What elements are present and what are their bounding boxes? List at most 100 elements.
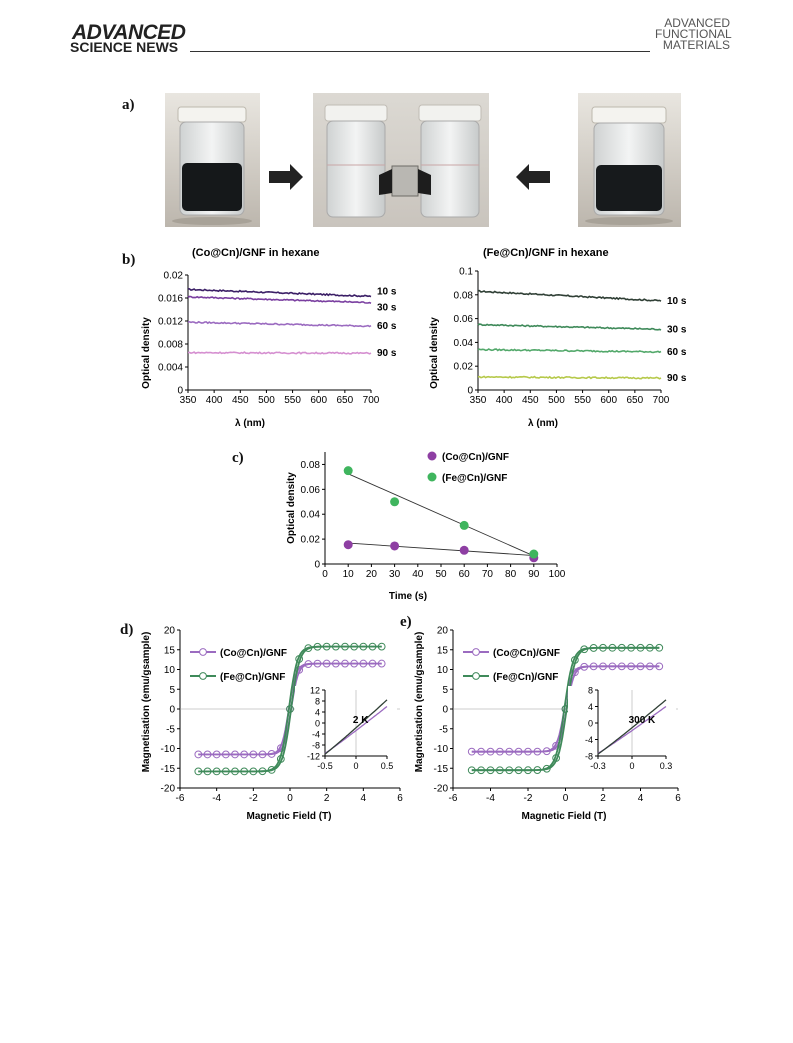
chart-title: (Co@Cn)/GNF in hexane — [192, 247, 319, 259]
plot-area: 0 0.02 0.04 0.06 0.08 0 10 20 30 40 50 60 70 80 90 100 (… — [301, 451, 566, 580]
y-tick-label: 8 — [315, 697, 320, 707]
x-tick-label: 0 — [322, 569, 328, 580]
data-point — [552, 741, 561, 750]
y-axis-label: Magnetisation (emu/gsample) — [414, 632, 425, 773]
x-tick-label: 350 — [180, 395, 197, 406]
y-tick-label: 0.02 — [301, 535, 321, 546]
data-point — [231, 767, 239, 776]
data-point — [505, 747, 514, 756]
x-tick-label: -0.5 — [317, 761, 333, 771]
data-point — [240, 767, 249, 776]
x-tick-label: 500 — [258, 395, 275, 406]
legend-marker — [427, 472, 437, 482]
y-tick-label: 8 — [588, 686, 593, 696]
y-tick-label: 20 — [164, 626, 176, 637]
data-point — [231, 750, 239, 759]
y-tick-label: -5 — [166, 724, 175, 735]
data-point — [636, 643, 645, 652]
data-point — [343, 466, 353, 476]
x-tick-label: 40 — [412, 569, 424, 580]
panel-label-c: c) — [232, 450, 244, 466]
x-tick-label: -0.3 — [590, 761, 606, 771]
x-tick-label: 6 — [397, 793, 403, 804]
y-tick-label: 0 — [467, 386, 473, 397]
data-point — [655, 662, 664, 671]
inset-plot: -8 -4 0 4 8 -0.3 0 0.3 300 K — [568, 686, 676, 774]
journal-logo-advanced: ADVANCED — [72, 21, 186, 44]
y-tick-label: -20 — [161, 784, 176, 795]
data-point — [459, 520, 469, 530]
data-point — [655, 643, 664, 652]
data-point — [617, 662, 626, 671]
data-point — [359, 642, 368, 651]
data-point — [486, 747, 495, 756]
data-point — [203, 750, 212, 759]
y-tick-label: 15 — [164, 645, 176, 656]
x-tick-label: 100 — [549, 569, 566, 580]
data-point — [322, 642, 331, 651]
data-point — [276, 755, 285, 763]
data-point — [343, 540, 353, 550]
x-axis-label: λ (nm) — [235, 418, 265, 429]
data-point — [377, 642, 386, 651]
data-point — [467, 766, 476, 775]
chart-c: Optical density Time (s) 0 0.02 0.04 0.06 0.… — [286, 451, 566, 602]
y-tick-label: 0.08 — [301, 460, 321, 471]
y-tick-label: 0.008 — [158, 340, 183, 351]
x-tick-label: 70 — [482, 569, 494, 580]
series-line — [477, 348, 662, 354]
data-point — [477, 766, 486, 775]
y-tick-label: 5 — [169, 685, 175, 696]
data-point — [529, 549, 539, 559]
data-point — [258, 750, 267, 759]
series-line — [477, 323, 662, 331]
legend-label: (Fe@Cn)/GNF — [442, 473, 507, 484]
x-tick-label: 10 — [343, 569, 355, 580]
data-point — [495, 747, 504, 756]
y-tick-label: 5 — [442, 685, 448, 696]
data-point — [304, 660, 313, 668]
panel-label-a: a) — [122, 97, 135, 113]
x-axis-label: λ (nm) — [528, 418, 558, 429]
data-point — [258, 767, 267, 776]
legend-marker — [472, 648, 480, 656]
y-tick-label: 10 — [437, 665, 449, 676]
legend-marker — [472, 672, 480, 680]
data-point — [552, 754, 561, 762]
photo-vial-dispersed-left — [165, 93, 260, 227]
series-line — [187, 320, 372, 328]
data-point — [542, 764, 551, 773]
x-tick-label: 650 — [627, 395, 644, 406]
y-tick-label: 0.012 — [158, 317, 183, 328]
data-point — [221, 750, 230, 759]
series-label: 10 s — [667, 296, 687, 307]
data-point — [322, 659, 331, 668]
data-point — [580, 645, 589, 654]
y-tick-label: 4 — [588, 702, 593, 712]
y-tick-label: 0.016 — [158, 294, 183, 305]
data-point — [390, 497, 400, 507]
x-tick-label: 350 — [470, 395, 487, 406]
legend-marker — [427, 451, 437, 461]
inset-curve — [324, 699, 388, 755]
data-point — [221, 767, 230, 776]
series-label: 30 s — [377, 303, 397, 314]
data-point — [313, 659, 322, 668]
y-tick-label: 0 — [314, 560, 320, 571]
data-point — [627, 643, 636, 652]
x-tick-label: 60 — [459, 569, 471, 580]
x-tick-label: 0.3 — [660, 761, 673, 771]
x-tick-label: 600 — [600, 395, 617, 406]
data-point — [203, 767, 212, 776]
y-tick-label: 10 — [164, 665, 176, 676]
data-point — [304, 644, 313, 653]
x-tick-label: 700 — [653, 395, 670, 406]
data-point — [580, 662, 589, 671]
x-tick-label: 500 — [548, 395, 565, 406]
chart-b-left: (Co@Cn)/GNF in hexane Optical density λ … — [141, 247, 397, 429]
y-tick-label: 15 — [437, 645, 449, 656]
x-tick-label: 0 — [629, 761, 634, 771]
series-line — [478, 289, 662, 302]
